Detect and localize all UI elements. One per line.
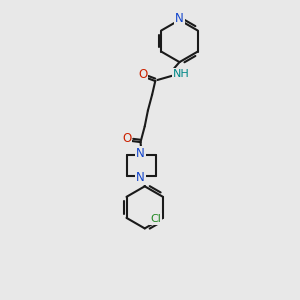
Text: O: O [122,132,131,146]
Text: N: N [136,147,145,160]
Text: NH: NH [173,69,190,79]
Text: N: N [136,171,145,184]
Text: Cl: Cl [150,214,161,224]
Text: O: O [138,68,147,81]
Text: N: N [175,12,184,25]
